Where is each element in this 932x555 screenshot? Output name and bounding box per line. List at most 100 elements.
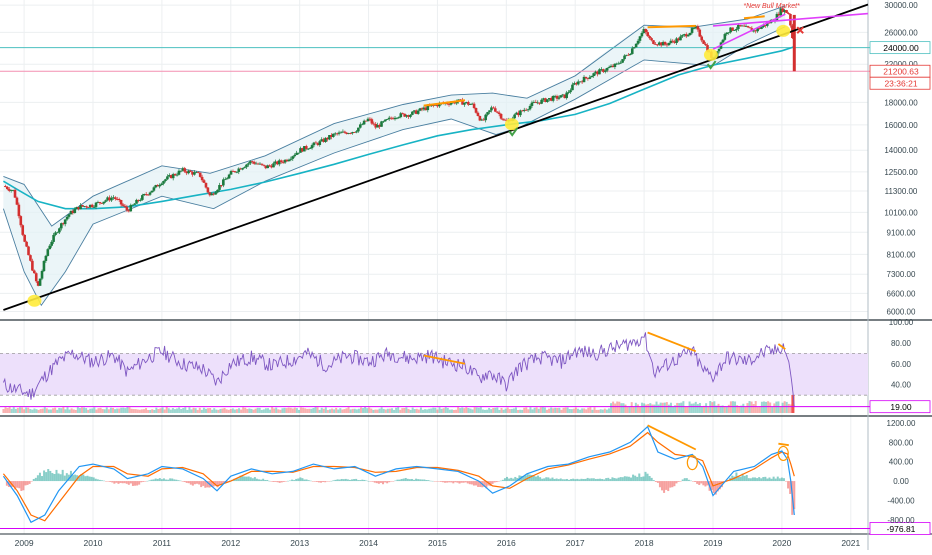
volume-bar xyxy=(171,408,174,413)
candle-up xyxy=(752,30,756,32)
candle-up xyxy=(310,145,314,149)
candle-down xyxy=(15,197,19,205)
macd-histogram-bar xyxy=(392,481,395,482)
divergence-line xyxy=(423,99,466,107)
macd-histogram-bar xyxy=(361,479,364,482)
candle-down xyxy=(27,246,30,256)
macd-histogram-bar xyxy=(572,478,575,482)
macd-histogram-bar xyxy=(776,476,779,482)
volume-bar xyxy=(455,409,458,413)
candle-up xyxy=(141,195,144,200)
macd-histogram-bar xyxy=(580,478,583,482)
volume-bar xyxy=(781,402,784,413)
volume-bar xyxy=(109,407,112,413)
candle-up xyxy=(617,63,621,65)
macd-histogram-bar xyxy=(280,481,283,483)
macd-histogram-bar xyxy=(485,481,488,489)
candle-up xyxy=(430,105,433,107)
macd-histogram-bar xyxy=(103,480,106,482)
rsi-tick-label: 100.00 xyxy=(889,318,914,327)
volume-bar xyxy=(502,409,505,413)
candle-down xyxy=(25,241,28,247)
candle-up xyxy=(465,102,468,103)
candle-up xyxy=(486,112,489,115)
volume-bar xyxy=(85,408,88,413)
macd-histogram-bar xyxy=(138,481,141,485)
macd-tick-label: -800.00 xyxy=(887,516,915,525)
volume-bar xyxy=(791,395,795,413)
volume-bar xyxy=(126,407,129,413)
candle-up xyxy=(171,174,175,179)
macd-histogram-bar xyxy=(667,481,670,492)
macd-histogram-bar xyxy=(346,479,349,482)
volume-bar xyxy=(132,409,135,413)
volume-bar xyxy=(105,407,108,413)
candle-up xyxy=(139,199,142,201)
macd-histogram-bar xyxy=(51,473,54,482)
macd-histogram-bar xyxy=(98,479,101,482)
candle-down xyxy=(499,114,503,119)
macd-histogram-bar xyxy=(136,481,139,486)
macd-histogram-bar xyxy=(512,478,515,482)
volume-bar xyxy=(758,406,761,413)
volume-bar xyxy=(173,409,176,413)
volume-bar xyxy=(204,408,207,413)
price-tick-label: 18000.00 xyxy=(884,98,918,107)
macd-histogram-bar xyxy=(369,481,372,482)
volume-bar xyxy=(198,407,201,413)
macd-histogram-bar xyxy=(78,476,81,482)
candle-down xyxy=(7,189,11,191)
bollinger-upper-line xyxy=(3,5,786,227)
candle-up xyxy=(148,192,152,195)
candle-up xyxy=(657,42,661,45)
rsi-tick-label: 80.00 xyxy=(891,339,912,348)
macd-histogram-bar xyxy=(568,479,571,482)
volume-bar xyxy=(376,409,379,413)
macd-histogram-bar xyxy=(158,478,161,482)
candle-up xyxy=(320,139,324,142)
candle-down xyxy=(173,174,177,176)
candle-up xyxy=(339,132,343,134)
candle-up xyxy=(548,98,551,100)
volume-bar xyxy=(531,409,534,413)
macd-histogram-bar xyxy=(328,481,331,482)
macd-histogram-bar xyxy=(336,479,339,482)
candle-down xyxy=(403,113,406,117)
candle-down xyxy=(29,255,32,261)
volume-bar xyxy=(789,404,792,413)
candle-down xyxy=(144,194,148,195)
candle-up xyxy=(565,92,568,99)
candle-up xyxy=(569,90,572,93)
macd-histogram-bar xyxy=(113,481,116,484)
macd-histogram-bar xyxy=(107,481,110,482)
candle-up xyxy=(277,160,281,165)
candle-up xyxy=(79,205,82,210)
candle-up xyxy=(106,197,109,201)
macd-histogram-bar xyxy=(146,480,149,482)
macd-histogram-bar xyxy=(144,481,147,482)
volume-bar xyxy=(339,408,342,413)
candle-down xyxy=(349,133,352,134)
candle-down xyxy=(268,165,271,167)
volume-bar xyxy=(343,409,346,413)
volume-bar xyxy=(264,408,267,413)
macd-histogram-bar xyxy=(675,481,678,484)
macd-histogram-bar xyxy=(276,481,279,483)
volume-bar xyxy=(29,409,32,413)
candle-down xyxy=(368,118,372,120)
macd-histogram-bar xyxy=(204,481,207,488)
macd-histogram-bar xyxy=(382,481,385,485)
macd-histogram-bar xyxy=(439,481,442,482)
volume-bar xyxy=(570,409,573,413)
volume-bar xyxy=(545,409,548,413)
candle-crash xyxy=(792,14,796,72)
candle-up xyxy=(727,32,731,34)
macd-histogram-bar xyxy=(499,480,502,482)
macd-histogram-bar xyxy=(117,481,120,484)
candle-up xyxy=(297,152,300,154)
volume-bar xyxy=(349,409,352,413)
volume-bar xyxy=(636,404,639,413)
macd-histogram-bar xyxy=(388,481,391,483)
macd-histogram-bar xyxy=(307,480,310,482)
